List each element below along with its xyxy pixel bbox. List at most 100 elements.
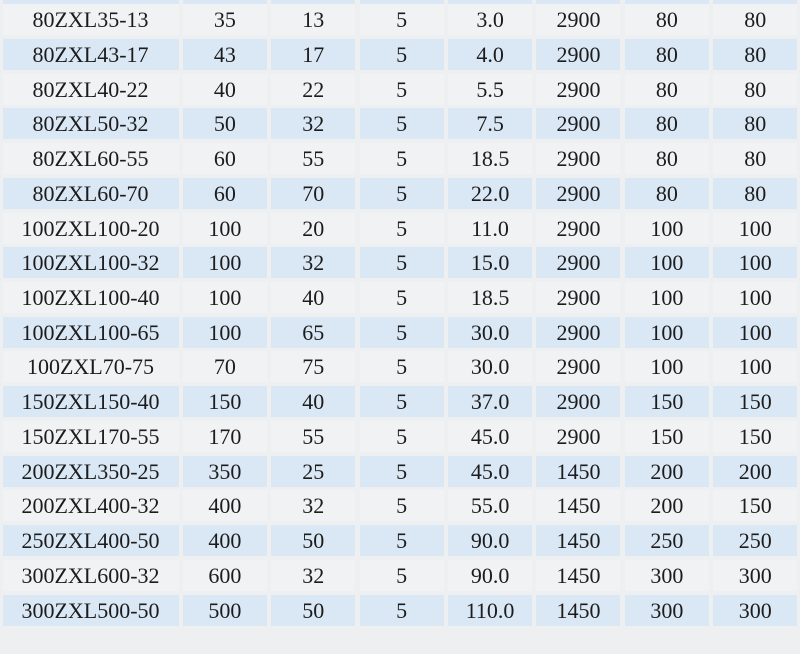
table-cell: 5	[359, 316, 444, 348]
table-cell: 5	[359, 420, 444, 452]
table-cell: 100	[182, 316, 267, 348]
table-cell: 250	[624, 525, 709, 557]
table-cell: 5.5	[448, 73, 533, 105]
table-cell-model: 200ZXL350-25	[2, 455, 179, 487]
table-cell: 22	[271, 73, 356, 105]
table-row: 150ZXL150-40 150 40 5 37.0 2900 150 150	[0, 386, 800, 421]
table-cell: 100	[182, 212, 267, 244]
table-cell-model: 80ZXL40-22	[2, 73, 179, 105]
table-cell-model: 80ZXL60-70	[2, 177, 179, 209]
table-cell: 80	[624, 177, 709, 209]
table-cell: 1450	[536, 490, 621, 522]
table-cell: 5	[359, 594, 444, 626]
table-cell: 110.0	[448, 594, 533, 626]
table-cell: 150	[182, 386, 267, 418]
table-cell: 400	[182, 525, 267, 557]
pump-spec-table: 80ZXL35-13 35 13 5 3.0 2900 80 80 80ZXL43-17 43 17…	[0, 0, 800, 630]
table-cell: 2900	[536, 212, 621, 244]
table-row: 80ZXL50-32 50 32 5 7.5 2900 80 80	[0, 108, 800, 143]
table-cell: 55	[271, 420, 356, 452]
table-cell: 100	[182, 247, 267, 279]
table-cell-model: 150ZXL150-40	[2, 386, 179, 418]
table-cell: 32	[271, 490, 356, 522]
table-cell: 100	[713, 212, 798, 244]
table-cell: 5	[359, 39, 444, 71]
table-cell: 2900	[536, 73, 621, 105]
table-cell: 100	[624, 212, 709, 244]
table-cell-model: 80ZXL50-32	[2, 108, 179, 140]
table-cell: 1450	[536, 559, 621, 591]
table-cell: 5	[359, 559, 444, 591]
table-cell-model: 80ZXL35-13	[2, 4, 179, 36]
table-cell: 1450	[536, 525, 621, 557]
table-row: 100ZXL100-65 100 65 5 30.0 2900 100 100	[0, 316, 800, 352]
table-cell: 5	[359, 386, 444, 418]
table-cell: 2900	[536, 386, 621, 418]
table-cell: 45.0	[448, 455, 533, 487]
table-cell: 300	[713, 559, 798, 591]
table-cell: 100	[713, 351, 798, 383]
table-cell: 200	[624, 490, 709, 522]
table-cell: 80	[713, 73, 798, 105]
table-cell: 300	[624, 559, 709, 591]
table-cell: 11.0	[448, 212, 533, 244]
table-cell: 90.0	[448, 525, 533, 557]
table-cell: 150	[713, 386, 798, 418]
table-cell: 80	[713, 4, 798, 36]
table-row: 300ZXL500-50 500 50 5 110.0 1450 300 300	[0, 594, 800, 630]
table-cell: 40	[271, 386, 356, 418]
table-cell: 15.0	[448, 247, 533, 279]
table-cell: 20	[271, 212, 356, 244]
table-cell: 350	[182, 455, 267, 487]
table-cell: 100	[182, 282, 267, 314]
table-cell: 80	[713, 143, 798, 175]
table-cell	[536, 0, 621, 5]
table-row: 80ZXL60-70 60 70 5 22.0 2900 80 80	[0, 177, 800, 213]
table-cell: 18.5	[448, 282, 533, 314]
table-cell-model: 100ZXL100-20	[2, 212, 179, 244]
table-cell-model: 100ZXL100-65	[2, 316, 179, 348]
table-row-partial-top	[0, 0, 800, 5]
table-cell: 300	[713, 594, 798, 626]
table-cell: 5	[359, 212, 444, 244]
table-cell	[713, 0, 798, 5]
table-cell: 50	[182, 108, 267, 140]
table-cell: 45.0	[448, 420, 533, 452]
table-cell: 2900	[536, 282, 621, 314]
table-cell: 2900	[536, 420, 621, 452]
table-cell: 13	[271, 4, 356, 36]
table-cell: 600	[182, 559, 267, 591]
table-cell: 30.0	[448, 351, 533, 383]
table-cell: 18.5	[448, 143, 533, 175]
table-cell: 70	[182, 351, 267, 383]
table-row: 100ZXL70-75 70 75 5 30.0 2900 100 100	[0, 351, 800, 386]
table-cell: 7.5	[448, 108, 533, 140]
table-cell	[271, 0, 356, 5]
table-cell: 55	[271, 143, 356, 175]
table-cell: 5	[359, 247, 444, 279]
table-row: 80ZXL60-55 60 55 5 18.5 2900 80 80	[0, 143, 800, 178]
table-cell-model: 200ZXL400-32	[2, 490, 179, 522]
table-cell: 150	[713, 420, 798, 452]
table-cell: 75	[271, 351, 356, 383]
table-cell-model: 300ZXL600-32	[2, 559, 179, 591]
table-cell: 5	[359, 4, 444, 36]
table-row: 200ZXL350-25 350 25 5 45.0 1450 200 200	[0, 455, 800, 491]
table-cell: 2900	[536, 39, 621, 71]
table-cell: 2900	[536, 247, 621, 279]
table-cell: 40	[182, 73, 267, 105]
table-row: 100ZXL100-32 100 32 5 15.0 2900 100 100	[0, 247, 800, 282]
table-cell: 4.0	[448, 39, 533, 71]
table-cell: 500	[182, 594, 267, 626]
table-cell: 5	[359, 177, 444, 209]
table-cell: 60	[182, 143, 267, 175]
table-cell-model: 150ZXL170-55	[2, 420, 179, 452]
table-cell: 80	[624, 39, 709, 71]
table-cell: 5	[359, 490, 444, 522]
table-cell: 5	[359, 525, 444, 557]
table-cell: 17	[271, 39, 356, 71]
table-cell-model: 100ZXL100-40	[2, 282, 179, 314]
table-cell: 2900	[536, 108, 621, 140]
table-row: 100ZXL100-20 100 20 5 11.0 2900 100 100	[0, 212, 800, 248]
table-cell: 30.0	[448, 316, 533, 348]
